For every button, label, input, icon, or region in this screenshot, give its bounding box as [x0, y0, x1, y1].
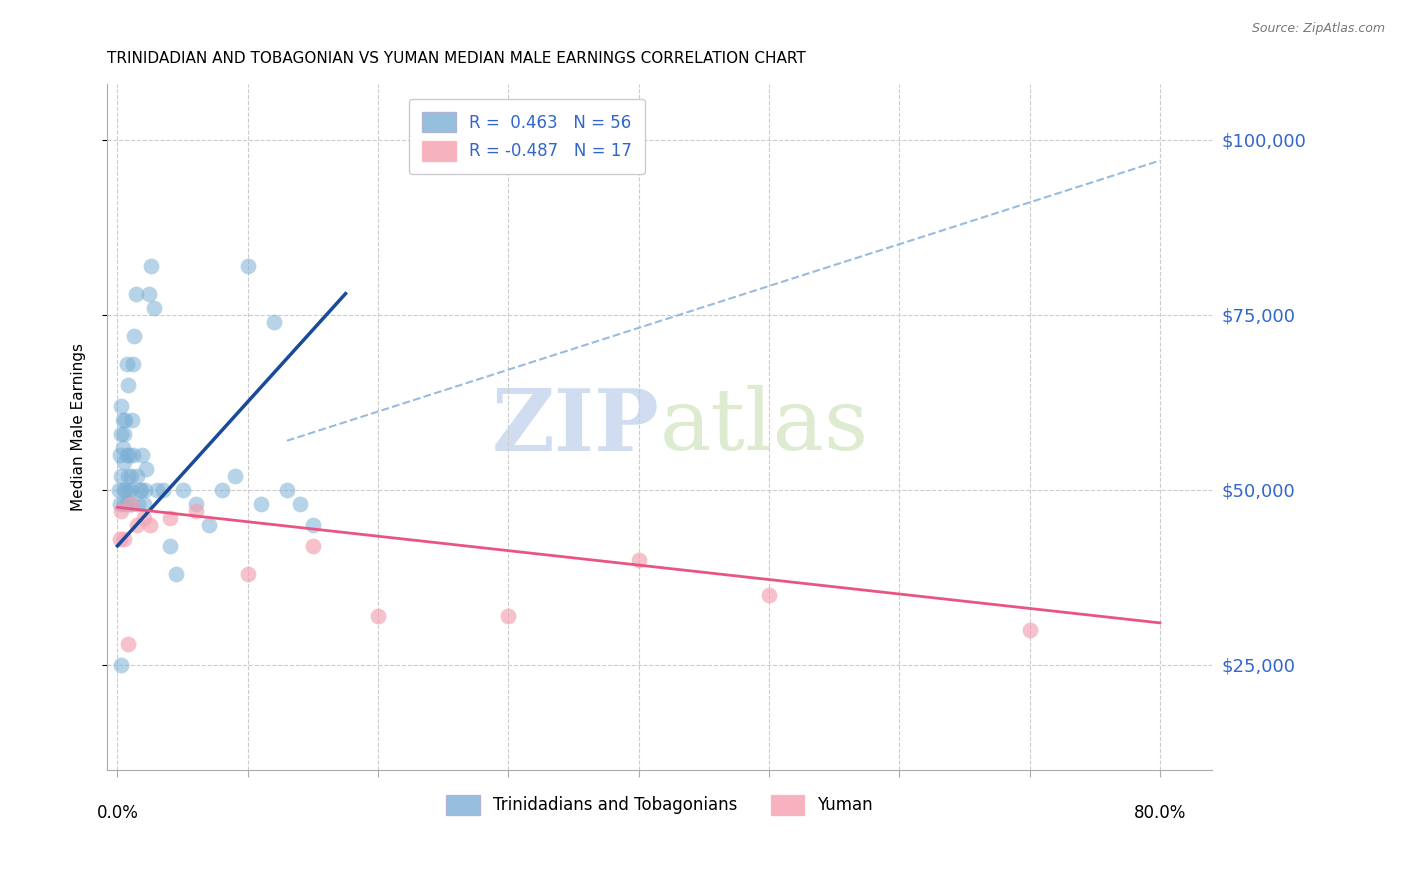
Point — [115, 357, 138, 371]
Point — [250, 497, 273, 511]
Point — [132, 511, 155, 525]
Point — [165, 566, 187, 581]
Point — [110, 468, 132, 483]
Point — [367, 608, 389, 623]
Text: 80.0%: 80.0% — [1133, 805, 1187, 822]
Point — [112, 497, 135, 511]
Text: atlas: atlas — [659, 385, 869, 468]
Point — [129, 483, 152, 497]
Point — [110, 504, 132, 518]
Point — [1018, 623, 1040, 637]
Point — [118, 483, 141, 497]
Point — [134, 483, 156, 497]
Point — [121, 413, 143, 427]
Point — [122, 448, 145, 462]
Point — [263, 315, 285, 329]
Point — [145, 483, 167, 497]
Point — [236, 566, 259, 581]
Point — [172, 483, 194, 497]
Point — [112, 483, 135, 497]
Point — [139, 517, 162, 532]
Point — [276, 483, 298, 497]
Point — [184, 497, 207, 511]
Point — [128, 483, 150, 497]
Point — [117, 637, 139, 651]
Text: 0.0%: 0.0% — [97, 805, 138, 822]
Point — [197, 517, 219, 532]
Point — [117, 377, 139, 392]
Point — [152, 483, 174, 497]
Point — [135, 462, 157, 476]
Point — [112, 426, 135, 441]
Legend: Trinidadians and Tobagonians, Yuman: Trinidadians and Tobagonians, Yuman — [437, 787, 882, 823]
Point — [236, 259, 259, 273]
Point — [117, 468, 139, 483]
Point — [108, 448, 131, 462]
Point — [159, 539, 181, 553]
Point — [302, 539, 325, 553]
Point — [111, 441, 134, 455]
Point — [125, 286, 148, 301]
Point — [627, 553, 650, 567]
Point — [302, 517, 325, 532]
Point — [132, 497, 155, 511]
Point — [124, 328, 146, 343]
Point — [115, 497, 138, 511]
Point — [114, 483, 136, 497]
Point — [125, 517, 148, 532]
Text: ZIP: ZIP — [492, 384, 659, 469]
Y-axis label: Median Male Earnings: Median Male Earnings — [72, 343, 86, 511]
Point — [138, 286, 160, 301]
Point — [118, 448, 141, 462]
Point — [108, 532, 131, 546]
Point — [120, 497, 142, 511]
Point — [122, 357, 145, 371]
Point — [120, 497, 142, 511]
Point — [143, 301, 166, 315]
Point — [120, 468, 142, 483]
Point — [112, 532, 135, 546]
Point — [498, 608, 520, 623]
Text: Source: ZipAtlas.com: Source: ZipAtlas.com — [1251, 22, 1385, 36]
Point — [758, 588, 780, 602]
Point — [131, 448, 153, 462]
Point — [288, 497, 311, 511]
Point — [125, 468, 148, 483]
Point — [159, 511, 181, 525]
Point — [114, 413, 136, 427]
Point — [141, 259, 163, 273]
Point — [110, 426, 132, 441]
Point — [115, 448, 138, 462]
Text: TRINIDADIAN AND TOBAGONIAN VS YUMAN MEDIAN MALE EARNINGS CORRELATION CHART: TRINIDADIAN AND TOBAGONIAN VS YUMAN MEDI… — [107, 51, 806, 66]
Point — [108, 497, 131, 511]
Point — [112, 455, 135, 469]
Point — [107, 483, 129, 497]
Point — [224, 468, 246, 483]
Point — [211, 483, 233, 497]
Point — [111, 413, 134, 427]
Point — [110, 399, 132, 413]
Point — [184, 504, 207, 518]
Point — [110, 657, 132, 672]
Point — [127, 497, 149, 511]
Point — [120, 483, 142, 497]
